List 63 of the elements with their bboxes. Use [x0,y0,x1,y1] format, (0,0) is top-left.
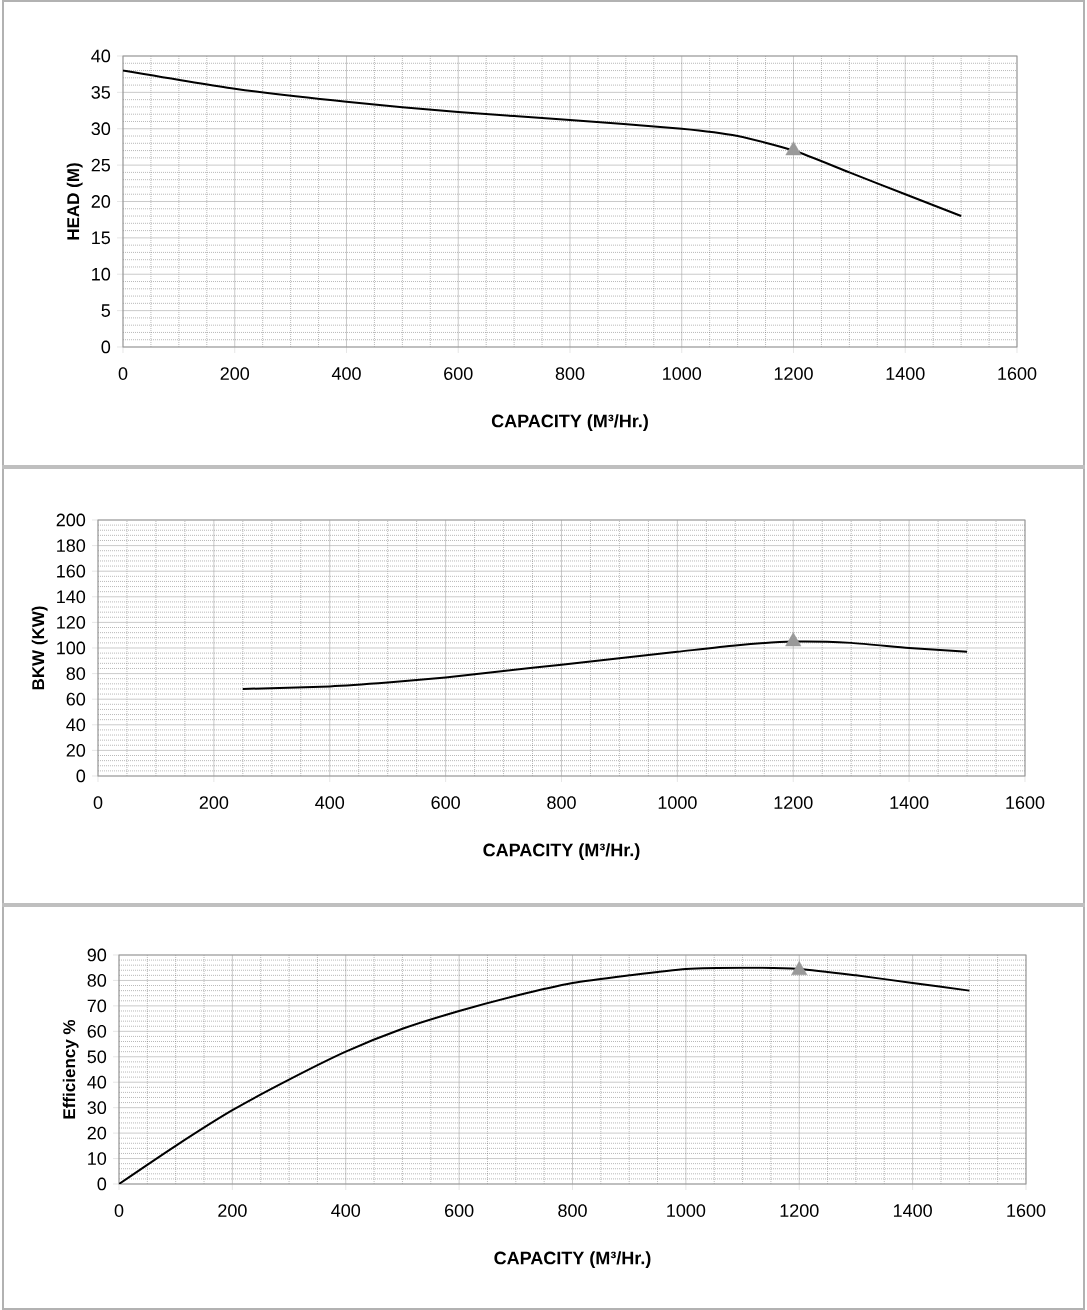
x-tick-label: 1200 [780,1204,819,1217]
line-series [123,69,963,218]
y-tick-label: 50 [87,1050,107,1064]
x-tick-label: 1600 [998,367,1037,380]
y-tick-label: 60 [87,1024,107,1038]
y-tick-label: 90 [87,948,107,962]
x-tick-label: 1400 [886,367,925,380]
x-tick-label: 800 [555,367,585,380]
y-tick-label: 160 [57,564,86,578]
x-tick-label: 800 [547,796,576,809]
x-tick-label: 1000 [667,1204,706,1217]
y-tick-label: 60 [66,692,86,706]
y-tick-label: 10 [92,267,111,281]
x-tick-label: 0 [114,1204,124,1217]
y-tick-label: 20 [91,195,111,208]
y-tick-label: 140 [57,590,86,604]
y-tick-label: 40 [91,49,111,63]
x-tick-label: 400 [331,1204,361,1217]
y-tick-label: 25 [91,158,111,172]
x-axis-title: CAPACITY (M³/Hr.) [494,1251,651,1268]
y-tick-label: 180 [57,539,86,552]
y-tick-label: 0 [101,340,111,354]
x-axis-title: CAPACITY (M³/Hr.) [483,843,640,860]
y-axis-title: Efficiency % [62,1019,79,1119]
x-tick-label: 1600 [1006,796,1045,809]
x-tick-label: 0 [118,367,128,380]
y-tick-label: 200 [56,513,86,527]
y-tick-label: 120 [57,616,86,629]
x-tick-label: 400 [315,796,345,809]
y-tick-label: 20 [87,1126,107,1140]
x-tick-label: 1400 [890,796,929,809]
y-tick-label: 10 [88,1152,107,1165]
y-tick-label: 5 [101,304,111,317]
y-tick-label: 40 [87,1075,107,1089]
y-tick-label: 35 [91,85,111,99]
y-tick-label: 20 [66,744,86,757]
x-tick-label: 200 [199,796,229,809]
y-tick-label: 0 [76,769,86,783]
x-axis-title: CAPACITY (M³/Hr.) [491,414,648,431]
x-tick-label: 200 [220,367,250,380]
x-tick-label: 1200 [774,367,813,380]
x-tick-label: 200 [218,1204,247,1217]
y-tick-label: 70 [87,999,107,1013]
y-tick-label: 30 [87,1101,107,1115]
y-axis-title: BKW (KW) [31,606,48,690]
y-axis-title: HEAD (M) [66,163,83,240]
x-tick-label: 1400 [893,1204,932,1217]
y-tick-label: 30 [91,122,111,136]
x-tick-label: 800 [558,1204,587,1217]
x-tick-label: 600 [444,367,473,380]
x-tick-label: 600 [431,796,460,809]
x-tick-label: 1600 [1007,1204,1046,1217]
x-tick-label: 1000 [663,367,702,380]
x-tick-label: 600 [445,1204,474,1217]
y-tick-label: 80 [87,974,107,987]
y-tick-label: 40 [66,718,86,732]
x-tick-label: 1200 [774,796,813,809]
x-tick-label: 1000 [658,796,697,809]
x-tick-label: 400 [331,367,361,380]
y-tick-label: 80 [66,667,86,680]
y-tick-label: 0 [97,1177,107,1191]
y-tick-label: 15 [92,231,111,245]
y-tick-label: 100 [57,641,86,655]
